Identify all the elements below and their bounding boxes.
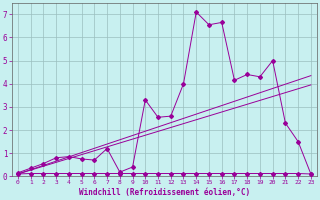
X-axis label: Windchill (Refroidissement éolien,°C): Windchill (Refroidissement éolien,°C) <box>79 188 250 197</box>
